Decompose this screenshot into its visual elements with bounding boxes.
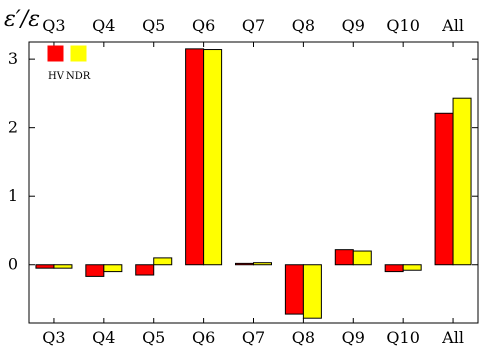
bottom-category-label: Q6: [192, 328, 215, 347]
top-category-label: Q10: [386, 16, 419, 35]
top-category-label: All: [441, 16, 464, 35]
y-tick-label: 0: [8, 255, 18, 274]
plot-frame: [28, 41, 479, 324]
bottom-category-labels: Q3 Q4 Q5 Q6 Q7 Q8 Q9 Q10 All: [42, 328, 464, 347]
bar-hv-q5: [135, 264, 155, 276]
y-tick-label: 2: [8, 118, 18, 137]
legend-label-ndr: NDR: [66, 71, 91, 82]
top-category-label: Q3: [42, 16, 65, 35]
legend: HV NDR: [47, 45, 91, 82]
bar-hv-q4: [85, 264, 105, 277]
top-category-label: Q6: [192, 16, 215, 35]
top-category-label: Q4: [92, 16, 115, 35]
bar-hv-q8: [284, 264, 304, 315]
legend-label-hv: HV: [48, 71, 65, 82]
legend-swatch-ndr: [70, 45, 87, 62]
top-category-labels: Q3 Q4 Q5 Q6 Q7 Q8 Q9 Q10 All: [42, 16, 464, 35]
bottom-category-label: Q10: [386, 328, 419, 347]
bar-hv-q9: [334, 249, 354, 266]
bar-ndr-q4: [103, 264, 123, 273]
bottom-category-label: Q3: [42, 328, 65, 347]
bottom-category-label: All: [441, 328, 464, 347]
bottom-ticks: [53, 318, 454, 323]
bar-ndr-q8: [302, 264, 322, 319]
bar-ndr-q9: [352, 250, 372, 266]
bar-hv-q3: [35, 264, 55, 269]
top-category-label: Q8: [292, 16, 315, 35]
chart-title: ε′/ε: [4, 7, 40, 32]
y-tick-label: 1: [8, 186, 18, 205]
bar-ndr-all: [452, 97, 472, 266]
bottom-category-label: Q9: [342, 328, 365, 347]
top-category-label: Q7: [242, 16, 265, 35]
bottom-category-label: Q5: [142, 328, 165, 347]
legend-swatch-hv: [47, 45, 64, 62]
y-tick-label: 3: [8, 49, 18, 68]
top-category-label: Q5: [142, 16, 165, 35]
bars-layer: [35, 48, 472, 319]
bar-ndr-q3: [53, 264, 73, 269]
bar-hv-q7: [235, 262, 254, 266]
bar-ndr-q7: [253, 262, 272, 266]
bottom-category-label: Q4: [92, 328, 115, 347]
bar-hv-all: [434, 112, 454, 266]
bar-ndr-q10: [402, 264, 422, 271]
bar-hv-q6: [185, 48, 205, 266]
top-ticks: [53, 42, 454, 47]
bar-ndr-q6: [203, 49, 223, 266]
top-category-label: Q9: [342, 16, 365, 35]
bottom-category-label: Q8: [292, 328, 315, 347]
y-axis-ticks: 0 1 2 3: [8, 49, 478, 274]
bar-hv-q10: [384, 264, 404, 273]
bottom-category-label: Q7: [242, 328, 265, 347]
bar-ndr-q5: [153, 257, 173, 266]
